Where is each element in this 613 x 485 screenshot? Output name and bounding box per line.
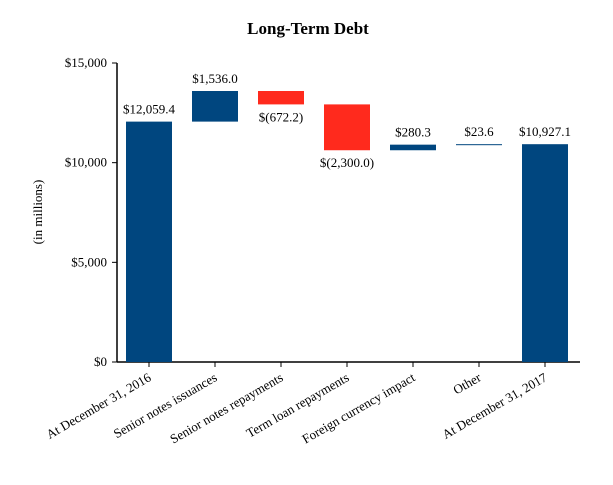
data-label: $(672.2) bbox=[259, 109, 303, 124]
y-axis-label: (in millions) bbox=[30, 180, 45, 245]
bar-1 bbox=[192, 90, 238, 122]
data-label: $280.3 bbox=[395, 125, 431, 140]
y-tick-label: $5,000 bbox=[71, 254, 107, 269]
bar-5 bbox=[456, 144, 502, 146]
bar-0 bbox=[126, 121, 172, 362]
bar-6 bbox=[522, 144, 568, 362]
data-label: $1,536.0 bbox=[192, 71, 238, 86]
data-label: $12,059.4 bbox=[123, 102, 176, 117]
x-tick-label: Senior notes repayments bbox=[167, 370, 285, 447]
bar-4 bbox=[390, 144, 436, 151]
x-tick-label: At December 31, 2016 bbox=[43, 369, 153, 441]
bar-2 bbox=[258, 90, 304, 105]
y-tick-label: $0 bbox=[94, 354, 107, 369]
bar-3 bbox=[324, 104, 370, 151]
x-tick-label: Foreign currency impact bbox=[299, 369, 418, 446]
data-label: $10,927.1 bbox=[519, 124, 571, 139]
y-tick-label: $15,000 bbox=[65, 55, 107, 70]
x-tick-label: Other bbox=[450, 369, 484, 397]
y-tick-label: $10,000 bbox=[65, 155, 107, 170]
chart-title: Long-Term Debt bbox=[247, 19, 369, 38]
data-label: $(2,300.0) bbox=[320, 155, 374, 170]
data-label: $23.6 bbox=[464, 124, 494, 139]
